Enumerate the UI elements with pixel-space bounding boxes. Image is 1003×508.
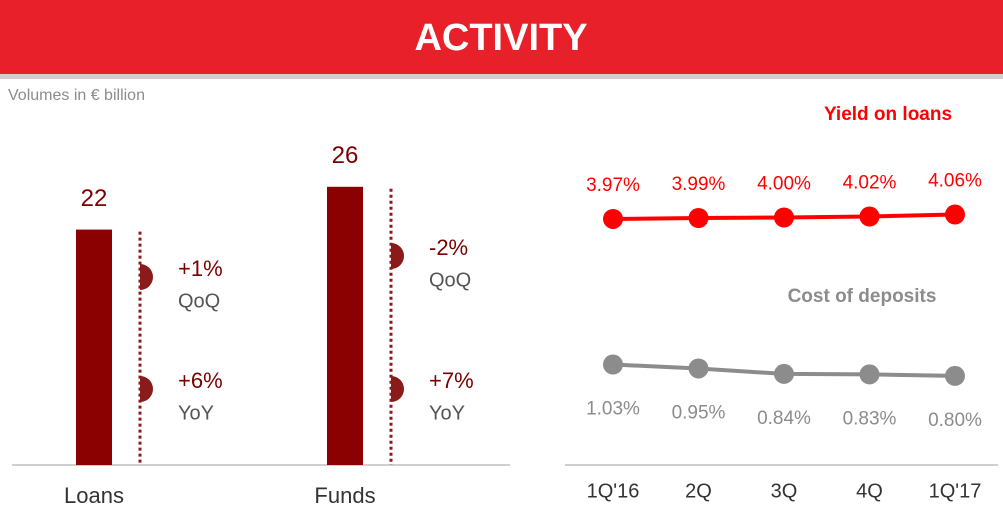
point [688, 207, 709, 228]
x-tick-label: 1Q'16 [587, 480, 640, 502]
value-label: 0.80% [928, 410, 982, 431]
value-label: 4.02% [843, 173, 897, 194]
point [603, 208, 623, 229]
value-label: 1.03% [586, 399, 640, 420]
change-marker [140, 264, 153, 290]
point [945, 204, 965, 225]
change-marker [140, 376, 153, 402]
value-label: 0.83% [843, 408, 897, 429]
value-label: 4.00% [757, 174, 811, 195]
value-label: 0.84% [757, 408, 811, 429]
category-label: Loans [64, 483, 124, 508]
value-label: 4.06% [928, 171, 982, 192]
series-name: Cost of deposits [788, 286, 937, 307]
series-name: Yield on loans [824, 104, 952, 125]
change-period: QoQ [178, 290, 220, 312]
value-label: 3.99% [672, 174, 726, 195]
change-marker [391, 376, 404, 402]
change-value: +6% [178, 368, 223, 393]
change-period: QoQ [429, 269, 471, 291]
header-shadow [0, 72, 1003, 79]
category-label: Funds [314, 483, 375, 508]
x-tick-label: 4Q [856, 480, 883, 502]
point [774, 363, 794, 384]
value-label: 3.97% [586, 175, 640, 196]
point [859, 206, 880, 227]
change-value: -2% [429, 235, 468, 260]
x-tick-label: 3Q [771, 480, 798, 502]
page-title: ACTIVITY [414, 17, 587, 59]
point [945, 365, 965, 386]
point [774, 207, 794, 228]
point [688, 358, 709, 379]
value-label: 26 [332, 142, 359, 169]
x-tick-label: 2Q [685, 480, 712, 502]
subtitle: Volumes in € billion [8, 87, 145, 104]
value-label: 0.95% [672, 402, 726, 423]
x-tick-label: 1Q'17 [929, 480, 982, 502]
point [859, 364, 880, 385]
value-label: 22 [81, 185, 108, 212]
bar [76, 229, 112, 465]
change-period: YoY [429, 402, 465, 424]
header-band [0, 0, 1003, 74]
bar [327, 186, 363, 466]
change-value: +1% [178, 256, 223, 281]
change-period: YoY [178, 402, 214, 424]
point [603, 354, 623, 375]
change-marker [391, 243, 404, 269]
change-value: +7% [429, 368, 474, 393]
